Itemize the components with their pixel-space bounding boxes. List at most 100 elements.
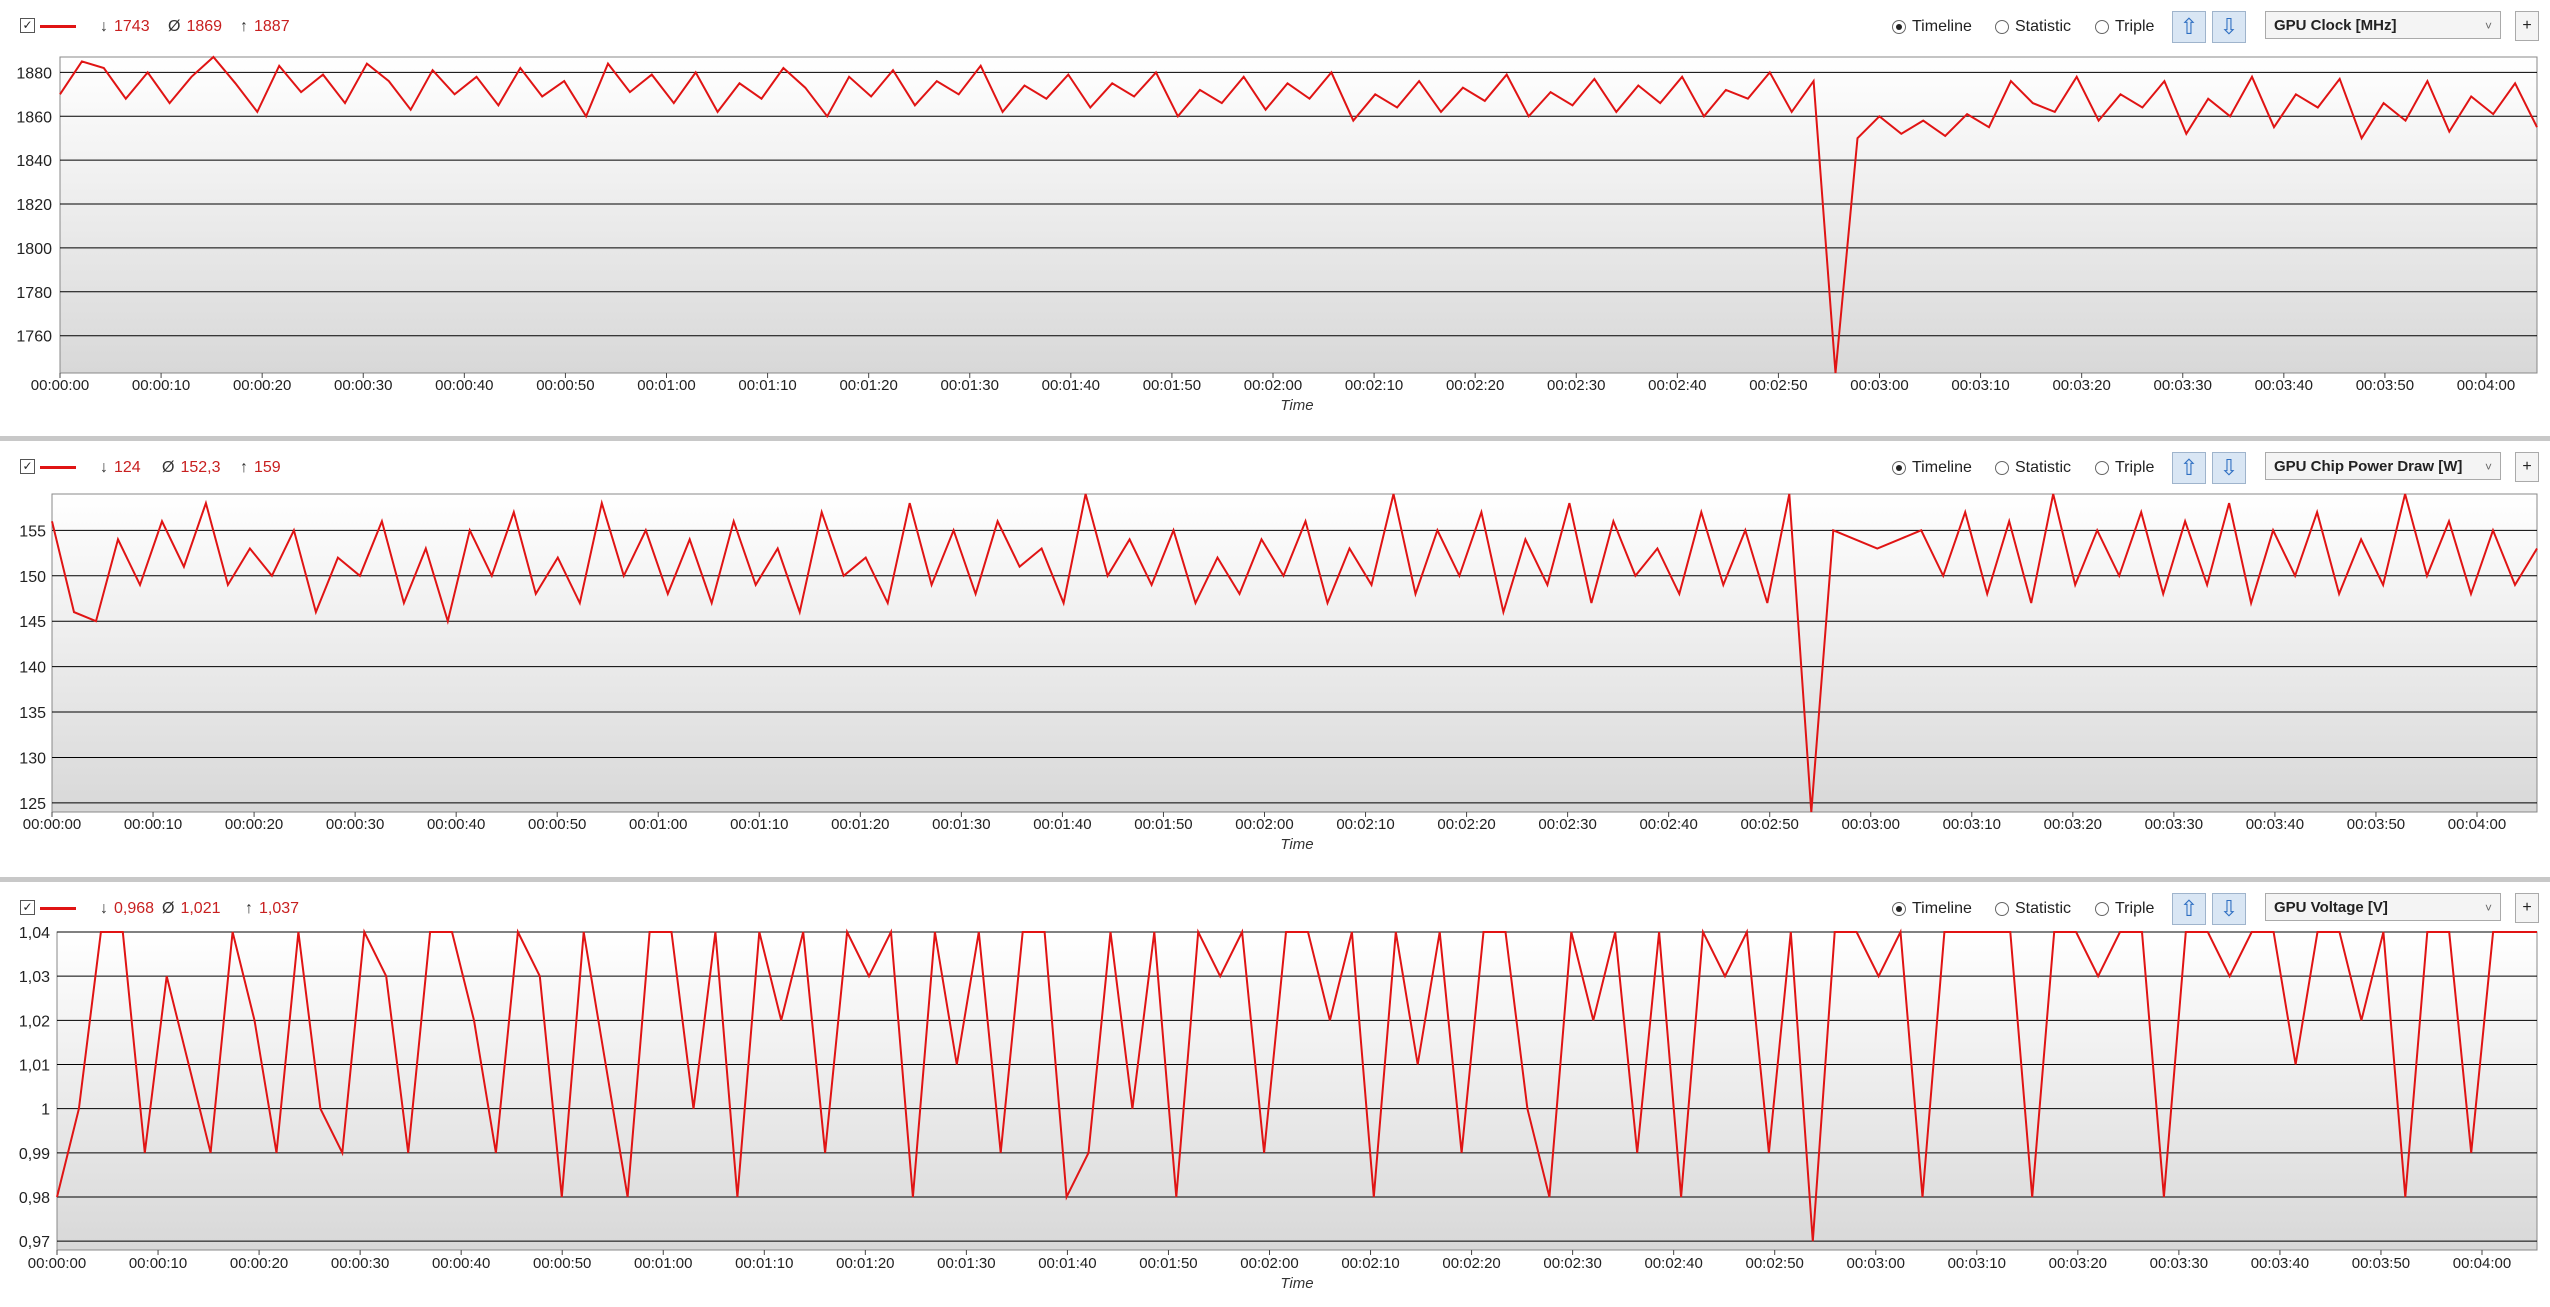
radio-timeline[interactable]: Timeline — [1892, 459, 1972, 477]
x-tick-label: 00:01:40 — [1038, 1255, 1096, 1272]
chevron-down-icon: ˅ — [2484, 19, 2492, 33]
y-tick-label: 145 — [19, 614, 46, 631]
radio-triple[interactable]: Triple — [2095, 900, 2154, 918]
radio-timeline[interactable]: Timeline — [1892, 18, 1972, 36]
stat-min: ↓ 0,968 — [100, 900, 154, 918]
sensor-select-value: GPU Clock [MHz] — [2274, 17, 2397, 34]
series-legend-swatch — [40, 907, 76, 910]
chevron-down-icon: ˅ — [2484, 460, 2492, 474]
x-tick-label: 00:01:20 — [836, 1255, 894, 1272]
radio-statistic[interactable]: Statistic — [1995, 18, 2071, 36]
x-tick-label: 00:03:10 — [1948, 1255, 2006, 1272]
radio-dot[interactable] — [1995, 902, 2009, 916]
x-tick-label: 00:03:30 — [2145, 816, 2203, 833]
x-tick-label: 00:02:50 — [1746, 1255, 1804, 1272]
radio-dot[interactable] — [1892, 902, 1906, 916]
stat-min-value: 124 — [114, 459, 141, 476]
radio-dot[interactable] — [1892, 20, 1906, 34]
move-down-button[interactable]: ⇩ — [2212, 11, 2246, 43]
y-tick-label: 1,01 — [19, 1058, 50, 1075]
add-graph-button[interactable]: + — [2515, 893, 2539, 923]
stat-max-value: 159 — [254, 459, 281, 476]
radio-statistic[interactable]: Statistic — [1995, 900, 2071, 918]
series-checkbox[interactable]: ✓ — [20, 18, 35, 33]
x-tick-label: 00:03:00 — [1847, 1255, 1905, 1272]
x-axis-label: Time — [1280, 836, 1313, 853]
plot-area — [56, 931, 2538, 1251]
radio-triple[interactable]: Triple — [2095, 459, 2154, 477]
radio-dot[interactable] — [1995, 461, 2009, 475]
y-tick-label: 0,99 — [19, 1146, 50, 1163]
radio-statistic-label: Statistic — [2015, 459, 2072, 476]
radio-dot[interactable] — [1892, 461, 1906, 475]
y-tick-label: 1800 — [16, 241, 52, 258]
max-arrow-icon: ↑ — [240, 18, 248, 35]
min-arrow-icon: ↓ — [100, 459, 108, 476]
radio-statistic[interactable]: Statistic — [1995, 459, 2071, 477]
sensor-select-value: GPU Voltage [V] — [2274, 899, 2388, 916]
radio-statistic-label: Statistic — [2015, 18, 2072, 35]
sensor-select[interactable]: GPU Chip Power Draw [W] ˅ — [2265, 452, 2501, 480]
x-tick-label: 00:00:40 — [432, 1255, 490, 1272]
x-tick-label: 00:02:50 — [1741, 816, 1799, 833]
x-tick-label: 00:03:10 — [1951, 377, 2009, 394]
radio-triple[interactable]: Triple — [2095, 18, 2154, 36]
stat-avg: Ø 152,3 — [162, 459, 221, 477]
x-tick-label: 00:01:30 — [937, 1255, 995, 1272]
radio-dot[interactable] — [2095, 902, 2109, 916]
x-tick-label: 00:04:00 — [2453, 1255, 2511, 1272]
x-tick-label: 00:00:30 — [326, 816, 384, 833]
max-arrow-icon: ↑ — [245, 900, 253, 917]
stat-max-value: 1887 — [254, 18, 290, 35]
add-graph-button[interactable]: + — [2515, 452, 2539, 482]
series-checkbox[interactable]: ✓ — [20, 900, 35, 915]
stat-avg: Ø 1869 — [168, 18, 222, 36]
radio-dot[interactable] — [1995, 20, 2009, 34]
y-tick-label: 150 — [19, 569, 46, 586]
add-graph-button[interactable]: + — [2515, 11, 2539, 41]
move-down-button[interactable]: ⇩ — [2212, 893, 2246, 925]
stat-avg-value: 152,3 — [180, 459, 221, 476]
move-up-button[interactable]: ⇧ — [2172, 893, 2206, 925]
series-checkbox[interactable]: ✓ — [20, 459, 35, 474]
x-tick-label: 00:02:10 — [1345, 377, 1403, 394]
y-tick-label: 1860 — [16, 109, 52, 126]
x-tick-label: 00:01:00 — [634, 1255, 692, 1272]
x-tick-label: 00:04:00 — [2448, 816, 2506, 833]
x-tick-label: 00:03:30 — [2150, 1255, 2208, 1272]
sensor-select[interactable]: GPU Clock [MHz] ˅ — [2265, 11, 2501, 39]
x-tick-label: 00:01:00 — [637, 377, 695, 394]
x-tick-label: 00:03:40 — [2255, 377, 2313, 394]
x-tick-label: 00:02:40 — [1644, 1255, 1702, 1272]
x-tick-label: 00:00:10 — [124, 816, 182, 833]
move-down-button[interactable]: ⇩ — [2212, 452, 2246, 484]
max-arrow-icon: ↑ — [240, 459, 248, 476]
x-tick-label: 00:01:20 — [839, 377, 897, 394]
x-tick-label: 00:02:40 — [1639, 816, 1697, 833]
radio-dot[interactable] — [2095, 461, 2109, 475]
radio-triple-label: Triple — [2115, 900, 2155, 917]
x-tick-label: 00:01:10 — [738, 377, 796, 394]
stat-min-value: 0,968 — [114, 900, 155, 917]
radio-dot[interactable] — [2095, 20, 2109, 34]
x-tick-label: 00:00:30 — [334, 377, 392, 394]
y-tick-label: 1,02 — [19, 1013, 50, 1030]
radio-timeline[interactable]: Timeline — [1892, 900, 1972, 918]
x-tick-label: 00:03:00 — [1842, 816, 1900, 833]
radio-timeline-label: Timeline — [1912, 459, 1972, 476]
x-tick-label: 00:00:20 — [225, 816, 283, 833]
move-up-button[interactable]: ⇧ — [2172, 11, 2206, 43]
y-tick-label: 1 — [41, 1102, 50, 1119]
plot-area — [59, 56, 2538, 374]
series-legend-swatch — [40, 25, 76, 28]
radio-triple-label: Triple — [2115, 18, 2155, 35]
move-up-button[interactable]: ⇧ — [2172, 452, 2206, 484]
y-tick-label: 1,03 — [19, 969, 50, 986]
avg-symbol-icon: Ø — [162, 900, 175, 917]
x-tick-label: 00:00:40 — [435, 377, 493, 394]
radio-timeline-label: Timeline — [1912, 900, 1972, 917]
sensor-select[interactable]: GPU Voltage [V] ˅ — [2265, 893, 2501, 921]
x-tick-label: 00:02:30 — [1538, 816, 1596, 833]
avg-symbol-icon: Ø — [162, 459, 175, 476]
